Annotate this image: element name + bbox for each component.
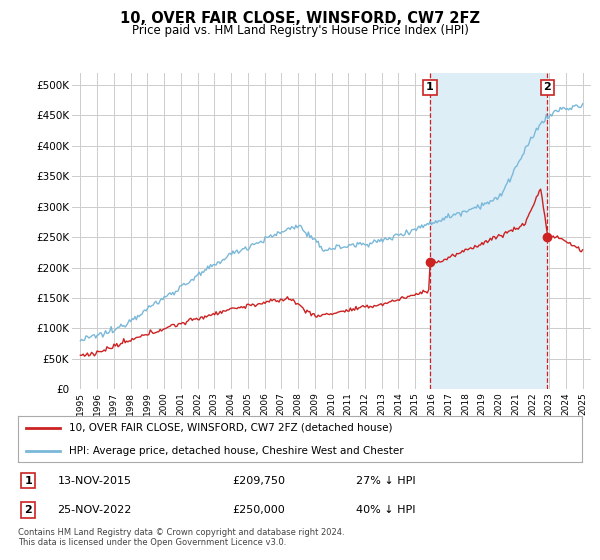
Bar	[430, 73, 547, 389]
Text: £250,000: £250,000	[232, 505, 285, 515]
Text: 2: 2	[24, 505, 32, 515]
Text: HPI: Average price, detached house, Cheshire West and Chester: HPI: Average price, detached house, Ches…	[69, 446, 403, 455]
Text: 2: 2	[544, 82, 551, 92]
Text: 27% ↓ HPI: 27% ↓ HPI	[356, 475, 416, 486]
Text: £209,750: £209,750	[232, 475, 286, 486]
Text: 10, OVER FAIR CLOSE, WINSFORD, CW7 2FZ: 10, OVER FAIR CLOSE, WINSFORD, CW7 2FZ	[120, 11, 480, 26]
Text: 1: 1	[24, 475, 32, 486]
Text: 10, OVER FAIR CLOSE, WINSFORD, CW7 2FZ (detached house): 10, OVER FAIR CLOSE, WINSFORD, CW7 2FZ (…	[69, 423, 392, 432]
Text: 13-NOV-2015: 13-NOV-2015	[58, 475, 131, 486]
Text: Price paid vs. HM Land Registry's House Price Index (HPI): Price paid vs. HM Land Registry's House …	[131, 24, 469, 36]
Text: Contains HM Land Registry data © Crown copyright and database right 2024.
This d: Contains HM Land Registry data © Crown c…	[18, 528, 344, 547]
Text: 25-NOV-2022: 25-NOV-2022	[58, 505, 132, 515]
Text: 1: 1	[426, 82, 434, 92]
Text: 40% ↓ HPI: 40% ↓ HPI	[356, 505, 416, 515]
